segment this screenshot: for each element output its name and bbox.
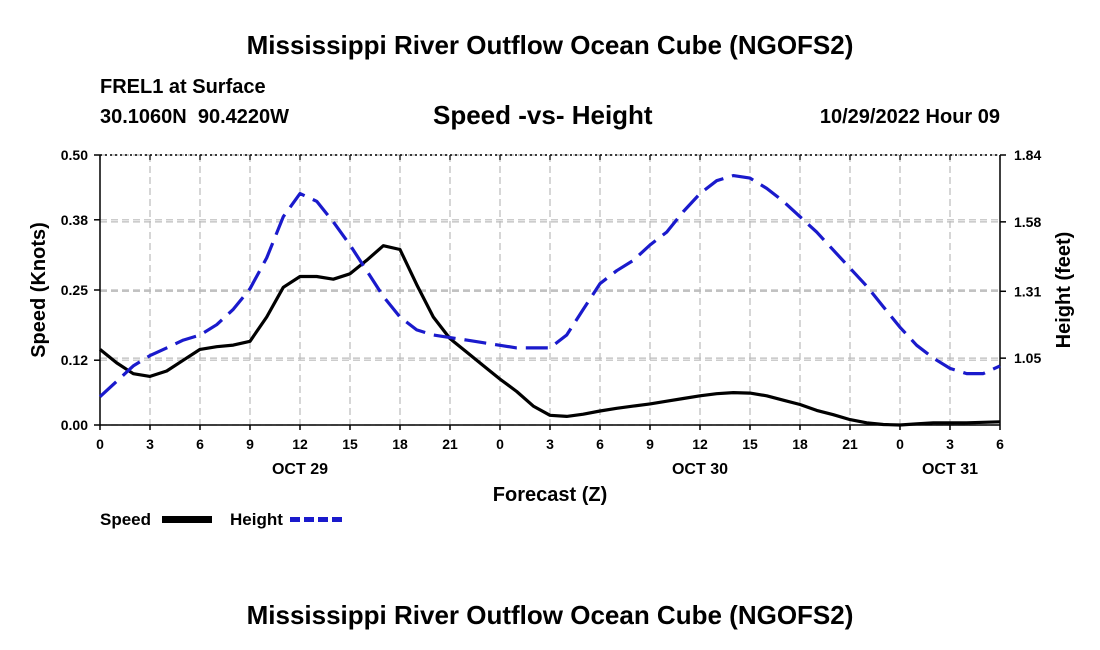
chart-title-bottom: Mississippi River Outflow Ocean Cube (NG… [246, 600, 854, 630]
x-day-label: OCT 31 [922, 461, 978, 478]
y-tick-label-left: 0.00 [61, 417, 88, 433]
x-axis-title: Forecast (Z) [493, 484, 607, 506]
x-tick-label: 18 [792, 436, 808, 452]
y-tick-label-left: 0.38 [61, 212, 88, 228]
legend-speed-label: Speed [100, 510, 152, 529]
x-tick-label: 3 [146, 436, 154, 452]
x-tick-label: 15 [342, 436, 358, 452]
x-tick-label: 21 [442, 436, 458, 452]
forecast-datetime: 10/29/2022 Hour 09 [819, 106, 1000, 128]
y-tick-label-left: 0.50 [61, 147, 88, 163]
x-tick-label: 15 [742, 436, 758, 452]
x-tick-label: 6 [596, 436, 604, 452]
series-line-height [98, 174, 1001, 398]
y-tick-label-right: 1.58 [1014, 214, 1041, 230]
y-tick-label-right: 1.05 [1014, 350, 1041, 366]
y-axis-title-right: Height (feet) [1053, 232, 1075, 349]
chart-subtitle: Speed -vs- Height [433, 100, 653, 130]
x-tick-label: 3 [946, 436, 954, 452]
x-tick-label: 6 [196, 436, 204, 452]
chart-title-top: Mississippi River Outflow Ocean Cube (NG… [246, 30, 854, 60]
x-tick-label: 9 [646, 436, 654, 452]
x-tick-label: 0 [896, 436, 904, 452]
x-tick-label: 6 [996, 436, 1004, 452]
y-axis-title-left: Speed (Knots) [28, 222, 50, 358]
x-day-label: OCT 30 [672, 461, 728, 478]
station-coords: 30.1060N 90.4220W [100, 106, 290, 128]
x-tick-label: 18 [392, 436, 408, 452]
station-label: FREL1 at Surface [100, 76, 266, 98]
y-tick-label-right: 1.31 [1014, 283, 1041, 299]
x-tick-label: 12 [692, 436, 708, 452]
x-tick-label: 12 [292, 436, 308, 452]
legend-speed-swatch [162, 516, 212, 523]
x-tick-label: 3 [546, 436, 554, 452]
y-tick-label-left: 0.25 [61, 282, 88, 298]
x-tick-label: 21 [842, 436, 858, 452]
y-tick-label-left: 0.12 [61, 352, 88, 368]
x-tick-label: 9 [246, 436, 254, 452]
x-day-label: OCT 29 [272, 461, 328, 478]
x-tick-label: 0 [96, 436, 104, 452]
y-tick-label-right: 1.84 [1014, 147, 1041, 163]
x-tick-label: 0 [496, 436, 504, 452]
legend-height-swatch [290, 517, 342, 522]
legend-height-label: Height [230, 510, 283, 529]
series-line-speed [98, 244, 1001, 427]
